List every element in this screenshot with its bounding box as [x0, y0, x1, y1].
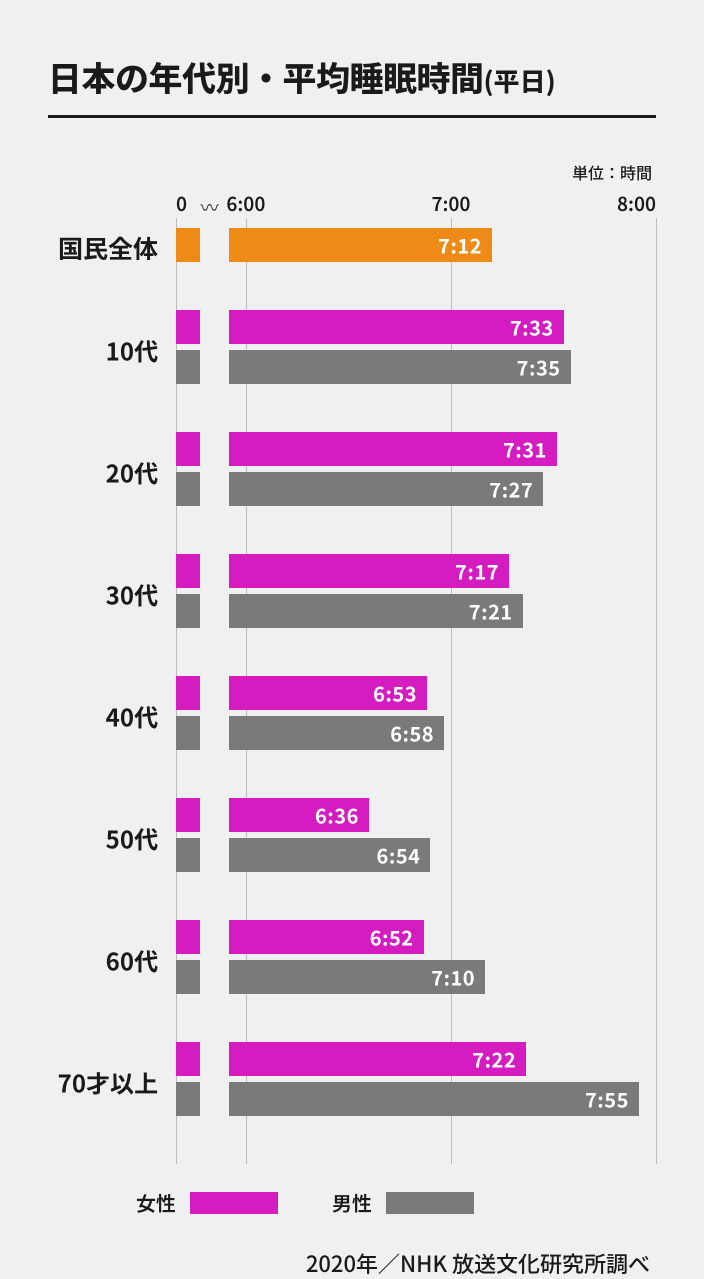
bar-row: 7:10: [176, 960, 656, 994]
bar-row: 7:17: [176, 554, 656, 588]
bar: 6:52: [229, 920, 424, 954]
bar-stub: [176, 472, 200, 506]
bar-group: 30代7:177:21: [176, 554, 656, 634]
title-suffix: (平日): [484, 62, 556, 99]
legend-male-swatch: [386, 1192, 474, 1214]
bar-stub: [176, 838, 200, 872]
bar-value: 7:33: [510, 313, 554, 342]
category-label: 30代: [106, 577, 176, 612]
bar-row: 7:22: [176, 1042, 656, 1076]
category-label: 70才以上: [58, 1065, 176, 1100]
bar: 7:31: [229, 432, 557, 466]
bar-group: 50代6:366:54: [176, 798, 656, 878]
bar-group: 10代7:337:35: [176, 310, 656, 390]
bar: 7:22: [229, 1042, 526, 1076]
axis-tick: 6:00: [226, 190, 265, 217]
bar: 7:12: [229, 228, 492, 262]
bar-stub: [176, 228, 200, 262]
bar-row: 6:54: [176, 838, 656, 872]
bar-row: 7:35: [176, 350, 656, 384]
legend-male-label: 男性: [332, 1188, 372, 1217]
bar: 6:36: [229, 798, 369, 832]
bar-row: 7:12: [176, 228, 656, 262]
bar-row: 6:58: [176, 716, 656, 750]
bar-row: 6:36: [176, 798, 656, 832]
axis-tick-0: 0: [176, 190, 187, 217]
bar: 7:55: [229, 1082, 639, 1116]
title-rule: [48, 115, 656, 118]
chart-title: 日本の年代別・平均睡眠時間(平日): [48, 52, 656, 101]
bar-group: 40代6:536:58: [176, 676, 656, 756]
bar-value: 7:21: [469, 597, 513, 626]
plot-area: 〰国民全体7:1210代7:337:3520代7:317:2730代7:177:…: [176, 218, 656, 1164]
source-credit: 2020年／NHK 放送文化研究所調べ: [48, 1247, 650, 1279]
bar-value: 7:55: [585, 1085, 629, 1114]
bar-row: 7:55: [176, 1082, 656, 1116]
unit-label: 単位：時間: [48, 160, 652, 184]
bar-row: 6:53: [176, 676, 656, 710]
bar: 7:27: [229, 472, 543, 506]
bar-value: 7:27: [489, 475, 533, 504]
category-label: 20代: [106, 455, 176, 490]
bar-group: 国民全体7:12: [176, 228, 656, 268]
bar-stub: [176, 676, 200, 710]
category-label: 10代: [106, 333, 176, 368]
bar-row: 7:21: [176, 594, 656, 628]
bar-row: 6:52: [176, 920, 656, 954]
bar-stub: [176, 310, 200, 344]
bar-stub: [176, 1082, 200, 1116]
bar-value: 6:52: [370, 923, 414, 952]
bar-stub: [176, 798, 200, 832]
bar-value: 7:12: [438, 231, 482, 260]
bar-value: 6:58: [390, 719, 434, 748]
bar-stub: [176, 432, 200, 466]
bar-value: 7:31: [503, 435, 547, 464]
bar: 6:54: [229, 838, 431, 872]
legend-female-swatch: [190, 1192, 278, 1214]
bar-stub: [176, 960, 200, 994]
legend-female-label: 女性: [136, 1188, 176, 1217]
bar: 7:33: [229, 310, 564, 344]
bar-value: 6:54: [377, 841, 421, 870]
bar: 7:17: [229, 554, 509, 588]
bar-stub: [176, 554, 200, 588]
bar: 7:35: [229, 350, 571, 384]
bar-row: 7:27: [176, 472, 656, 506]
category-label: 40代: [106, 699, 176, 734]
bar-group: 70才以上7:227:55: [176, 1042, 656, 1122]
bar-stub: [176, 350, 200, 384]
axis-tick: 8:00: [617, 190, 656, 217]
bar: 6:53: [229, 676, 427, 710]
bar-value: 6:53: [373, 679, 417, 708]
bar: 7:21: [229, 594, 523, 628]
title-main: 日本の年代別・平均睡眠時間: [48, 52, 484, 101]
bar-group: 20代7:317:27: [176, 432, 656, 512]
x-axis-labels: 0 6:00 7:00 8:00: [176, 190, 656, 218]
sleep-bar-chart: 06:007:008:00 〰国民全体7:1210代7:337:3520代7:3…: [48, 190, 656, 1164]
bar-stub: [176, 594, 200, 628]
bar-value: 7:35: [517, 353, 561, 382]
bar: 7:10: [229, 960, 485, 994]
bar-value: 7:10: [431, 963, 475, 992]
bar-stub: [176, 920, 200, 954]
bar-row: 7:33: [176, 310, 656, 344]
bar-row: 7:31: [176, 432, 656, 466]
legend: 女性 男性: [136, 1188, 656, 1217]
axis-break-icon: 〰: [201, 189, 219, 225]
bar-value: 7:17: [455, 557, 499, 586]
bar-value: 7:22: [472, 1045, 516, 1074]
bar: 6:58: [229, 716, 444, 750]
gridline: [656, 218, 657, 1164]
bar-value: 6:36: [315, 801, 359, 830]
bar-stub: [176, 716, 200, 750]
axis-tick: 7:00: [431, 190, 470, 217]
category-label: 国民全体: [58, 230, 176, 266]
bar-group: 60代6:527:10: [176, 920, 656, 1000]
category-label: 60代: [106, 943, 176, 978]
category-label: 50代: [106, 821, 176, 856]
bar-stub: [176, 1042, 200, 1076]
